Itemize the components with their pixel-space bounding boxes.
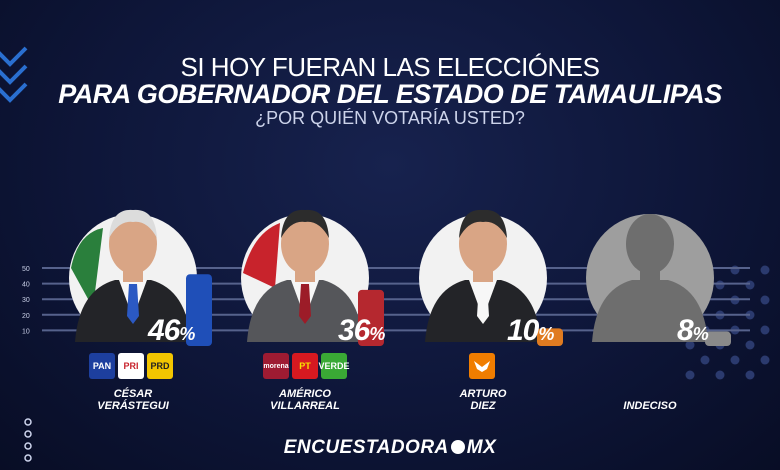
undecided-silhouette xyxy=(586,214,714,342)
candidate-name: ARTURO DIEZ xyxy=(459,388,507,412)
party-logo-verde: VERDE xyxy=(319,353,350,379)
y-tick-label: 50 xyxy=(22,266,30,273)
y-tick-label: 10 xyxy=(22,328,30,335)
chevron-decoration-icon xyxy=(0,46,28,103)
brand-dot-icon xyxy=(450,440,465,454)
bar xyxy=(186,274,212,346)
party-logo-pri: PRI xyxy=(118,353,144,379)
party-logo-pt: PT xyxy=(292,353,318,379)
party-logo-prd: PRD xyxy=(147,353,173,379)
bar xyxy=(705,331,731,346)
title-line-2: PARA GOBERNADOR DEL ESTADO DE TAMAULIPAS xyxy=(58,79,722,109)
candidate-portrait xyxy=(69,209,197,342)
title-question: ¿POR QUIÉN VOTARÍA USTED? xyxy=(255,108,525,128)
y-tick-label: 20 xyxy=(22,313,30,320)
eagle-logo-icon xyxy=(469,353,495,379)
value-label: 36% xyxy=(338,314,385,347)
value-label: 8% xyxy=(677,314,709,347)
candidate-name: CÉSAR VERÁSTEGUI xyxy=(97,388,169,412)
bar xyxy=(537,328,563,346)
value-label: 46% xyxy=(148,314,195,347)
party-logo-morena: morena xyxy=(263,353,289,379)
candidate-portrait xyxy=(241,209,369,342)
brand-logo: ENCUESTADORA MX xyxy=(283,437,497,458)
title-line-1: SI HOY FUERAN LAS ELECCIÓNES xyxy=(180,52,600,82)
dot-column-decoration xyxy=(24,418,32,462)
candidate-name: AMÉRICO VILLARREAL xyxy=(270,388,340,412)
value-label: 10% xyxy=(507,314,554,347)
bar xyxy=(358,289,384,346)
party-logo-pan: PAN xyxy=(89,353,115,379)
candidate-name: INDECISO xyxy=(623,400,677,412)
y-tick-label: 30 xyxy=(22,297,30,304)
candidate-portrait xyxy=(419,209,547,342)
y-tick-label: 40 xyxy=(22,282,30,289)
